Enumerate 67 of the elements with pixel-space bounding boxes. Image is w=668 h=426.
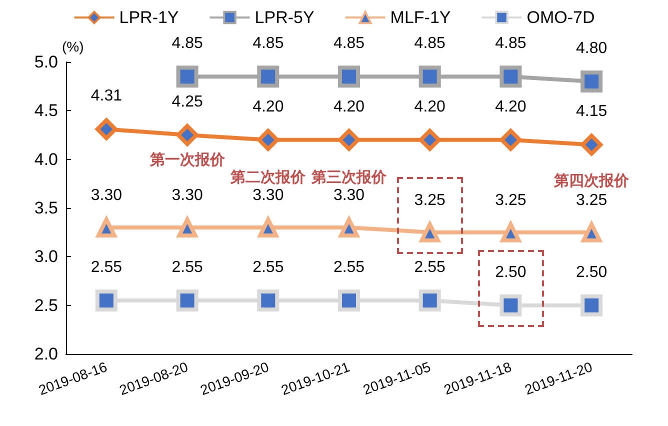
data-label: 3.25 [495,192,526,209]
y-tick-label: 4.5 [34,101,58,120]
annotation: 第四次报价 [553,172,630,190]
point [418,128,441,151]
point [338,128,360,151]
data-label: 3.30 [172,186,203,204]
point [500,66,522,88]
annotation: 第三次报价 [310,168,388,186]
data-label: 4.20 [333,98,365,116]
data-label: 4.80 [576,40,608,57]
data-label: 2.50 [576,264,608,281]
data-label: 2.55 [252,258,284,276]
data-label: 4.25 [172,94,203,110]
data-label: 2.55 [90,258,122,276]
data-label: 4.85 [414,35,446,52]
data-label: 4.20 [414,98,446,116]
legend-label: MLF-1Y [390,8,451,27]
data-label: 2.55 [172,258,203,276]
data-label: 2.50 [495,264,526,281]
point [258,217,278,238]
point [95,289,118,312]
point [338,66,360,88]
point [176,66,198,88]
data-label: 4.85 [333,35,365,52]
point [418,289,441,312]
y-tick-label: 2.0 [34,344,58,364]
point [96,217,116,238]
point [580,134,603,156]
y-axis-title: (%) [62,38,84,55]
point [257,289,280,312]
point [500,294,522,316]
legend-label: LPR-5Y [254,8,314,27]
annotation: 第一次报价 [148,150,226,168]
y-tick-label: 3.0 [34,247,58,266]
point [500,128,522,151]
data-label: 3.25 [414,192,446,209]
data-label: 2.55 [333,258,365,276]
data-label: 4.31 [90,88,122,105]
point [95,118,118,140]
data-label: 3.30 [90,186,122,204]
legend-label: OMO-7D [526,8,595,27]
y-tick-label: 3.5 [34,198,58,218]
point [257,128,280,151]
point [338,289,360,312]
point [177,217,198,238]
y-tick-label: 2.5 [34,296,58,315]
data-label: 3.25 [576,192,608,209]
data-label: 3.30 [333,186,365,204]
y-tick-label: 4.0 [34,150,58,169]
point [339,217,359,238]
point [176,289,198,312]
data-label: 4.20 [252,98,284,116]
data-label: 4.85 [495,35,526,52]
point [257,66,280,88]
y-tick-label: 5.0 [34,52,58,72]
data-label: 4.15 [576,103,608,120]
point [580,294,603,316]
data-label: 4.85 [172,35,203,52]
legend-label: LPR-1Y [119,8,179,27]
data-label: 4.85 [252,35,284,52]
data-label: 3.30 [252,186,284,204]
data-label: 2.55 [414,258,446,276]
point [418,66,441,88]
data-label: 4.20 [495,98,526,116]
point [176,124,198,146]
point [580,70,603,92]
annotation: 第二次报价 [230,168,307,186]
